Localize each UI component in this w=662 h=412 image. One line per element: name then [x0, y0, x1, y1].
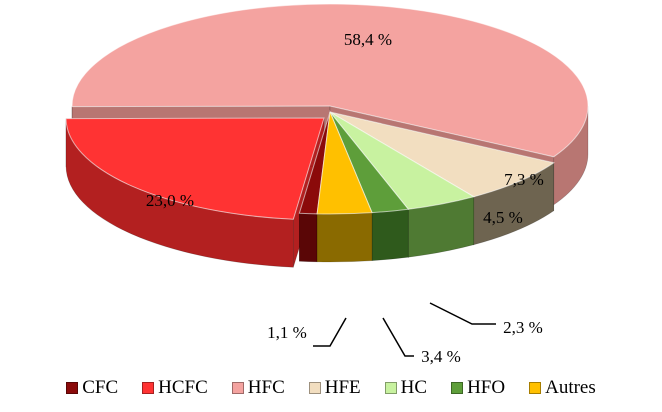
- leader-line-autres: [382, 317, 414, 357]
- legend-label-hcfc: HCFC: [158, 377, 208, 398]
- data-label-hfo: 2,3 %: [503, 318, 543, 337]
- legend-label-hfo: HFO: [467, 377, 506, 398]
- legend-item-hcfc: HCFC: [142, 377, 208, 399]
- data-label-hcfc: 23,0 %: [146, 191, 194, 210]
- data-label-autres: 3,4 %: [421, 347, 461, 365]
- data-label-hfe: 7,3 %: [504, 170, 544, 189]
- legend-item-hfc: HFC: [231, 377, 285, 399]
- data-label-cfc: 1,1 %: [267, 323, 307, 342]
- slice-labels: 1,1 % 23,0 % 58,4 % 7,3 % 4,5 % 2,3 % 3,4 %: [146, 30, 544, 365]
- slice-tops: [65, 3, 589, 220]
- slice-hfo-wall-0: [371, 208, 409, 261]
- slice-top-hfe: [329, 111, 555, 198]
- pie-chart: 1,1 % 23,0 % 58,4 % 7,3 % 4,5 % 2,3 % 3,4 %: [65, 3, 589, 365]
- legend-item-autres: Autres: [529, 377, 596, 399]
- data-label-hc: 4,5 %: [483, 208, 523, 227]
- legend-label-hfe: HFE: [324, 377, 361, 398]
- legend-item-cfc: CFC: [66, 377, 118, 399]
- legend-label-hfc: HFC: [247, 377, 285, 398]
- legend-item-hfo: HFO: [451, 377, 505, 399]
- slice-autres-wall-0: [316, 212, 373, 263]
- slice-cfc-wall-0: [299, 212, 318, 263]
- legend-swatch-hc: [384, 382, 397, 394]
- legend-swatch-autres: [529, 382, 542, 394]
- legend-swatch-hcfc: [142, 382, 155, 394]
- legend-swatch-hfe: [308, 382, 321, 394]
- legend-label-cfc: CFC: [82, 377, 119, 398]
- legend-label-hc: HC: [400, 377, 428, 398]
- legend-item-hc: HC: [384, 377, 428, 399]
- legend-swatch-hfc: [231, 382, 244, 394]
- slice-top-hcfc: [65, 117, 325, 220]
- slice-top-autres: [316, 110, 373, 215]
- leader-line-hfo: [429, 302, 496, 325]
- slice-top-hfc: [71, 3, 589, 158]
- legend-swatch-cfc: [66, 382, 79, 394]
- legend-label-autres: Autres: [545, 377, 596, 398]
- legend-swatch-hfo: [451, 382, 464, 394]
- legend: CFC HCFC HFC HFE HC HFO Autres: [0, 366, 662, 410]
- data-label-hfc: 58,4 %: [344, 30, 392, 49]
- leader-line-cfc: [313, 317, 347, 347]
- legend-item-hfe: HFE: [308, 377, 361, 399]
